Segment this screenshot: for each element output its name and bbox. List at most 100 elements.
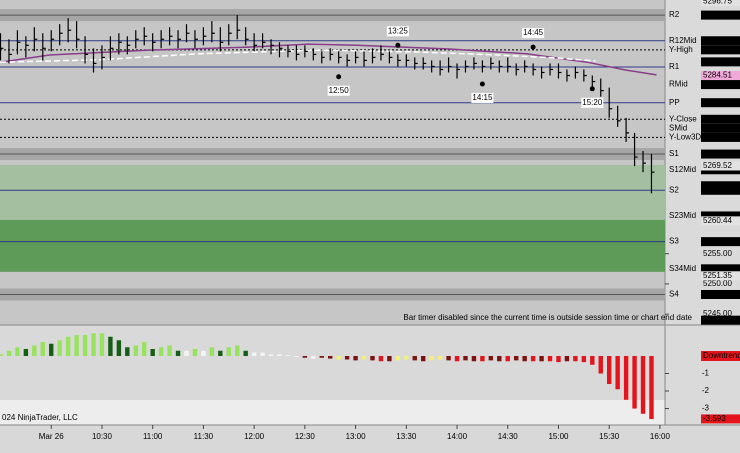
indicator-bar bbox=[243, 350, 248, 356]
x-tick-label: Mar 26 bbox=[39, 432, 64, 441]
indicator-bar bbox=[446, 355, 451, 361]
last-value-box bbox=[701, 414, 740, 424]
status-box bbox=[701, 351, 740, 361]
indicator-bar bbox=[353, 355, 358, 361]
indicator-bar bbox=[581, 355, 587, 363]
x-tick-label: 14:30 bbox=[498, 432, 519, 441]
indicator-bar bbox=[623, 355, 629, 400]
y-tick-label: -1 bbox=[702, 369, 710, 378]
price-tag: 5286.76 bbox=[703, 57, 732, 66]
indicator-bar bbox=[65, 336, 71, 356]
level-name: Y-High bbox=[669, 45, 693, 54]
indicator-bar bbox=[429, 355, 434, 361]
price-tag-box bbox=[701, 10, 740, 20]
price-tag-box bbox=[701, 185, 740, 195]
price-tag: 5251.35 bbox=[703, 271, 732, 280]
price-tag: 5244.00 bbox=[703, 315, 732, 324]
price-tag: 5260.44 bbox=[703, 216, 732, 225]
swing-dot bbox=[336, 74, 342, 80]
indicator-bar bbox=[142, 341, 147, 356]
indicator-bar bbox=[395, 355, 401, 361]
indicator-bar bbox=[268, 354, 274, 356]
x-tick-label: 11:30 bbox=[194, 432, 214, 441]
indicator-bar bbox=[547, 355, 553, 362]
x-tick-label: 15:00 bbox=[548, 432, 569, 441]
indicator-bar bbox=[294, 355, 299, 357]
x-tick-label: 14:00 bbox=[447, 432, 468, 441]
price-tag: 5283.00 bbox=[703, 80, 732, 89]
indicator-bar bbox=[530, 355, 536, 362]
swing-dot bbox=[479, 81, 485, 87]
indicator-bar bbox=[226, 347, 231, 356]
zone bbox=[0, 219, 665, 272]
indicator-bar bbox=[564, 355, 570, 362]
price-tag: 5296.75 bbox=[703, 0, 732, 6]
indicator-bar bbox=[40, 341, 45, 356]
indicator-bar bbox=[32, 345, 37, 356]
level-name: S2 bbox=[669, 185, 679, 194]
indicator-bar bbox=[319, 355, 324, 358]
x-tick-label: 13:00 bbox=[346, 432, 367, 441]
indicator-bar bbox=[505, 355, 510, 362]
indicator-bar bbox=[125, 347, 130, 356]
price-tag-box bbox=[701, 237, 740, 247]
zone bbox=[0, 164, 665, 220]
indicator-bar bbox=[488, 355, 494, 361]
indicator-bar bbox=[15, 347, 20, 356]
indicator-bar bbox=[74, 334, 79, 356]
moving-average bbox=[0, 43, 657, 76]
indicator-bar bbox=[598, 355, 603, 374]
swing-label: 14:45 bbox=[523, 28, 544, 37]
level-name: R2 bbox=[669, 10, 680, 19]
indicator-bar bbox=[404, 355, 409, 360]
copyright: 024 NinjaTrader, LLC bbox=[2, 413, 78, 422]
price-tag-box bbox=[701, 57, 740, 67]
price-tag: 5280.00 bbox=[703, 98, 732, 107]
indicator-bar bbox=[522, 355, 527, 362]
indicator-bar bbox=[82, 334, 88, 356]
indicator-bar bbox=[437, 355, 443, 360]
x-tick-label: 12:00 bbox=[244, 432, 265, 441]
price-tag-box bbox=[701, 123, 740, 133]
swing-label: 13:25 bbox=[388, 26, 409, 35]
price-tag: 5257.00 bbox=[703, 237, 732, 246]
indicator-bar bbox=[91, 333, 96, 356]
x-tick-label: 16:00 bbox=[650, 432, 671, 441]
indicator-bar bbox=[251, 352, 257, 356]
indicator-lower-panel bbox=[0, 400, 665, 425]
level-name: S1 bbox=[669, 149, 679, 158]
indicator-bar bbox=[344, 355, 350, 360]
indicator-bar bbox=[6, 350, 12, 356]
indicator-panel bbox=[0, 325, 665, 400]
swing-label-box bbox=[327, 85, 350, 96]
moving-average bbox=[0, 49, 596, 63]
indicator-bar bbox=[378, 355, 384, 362]
indicator-bar bbox=[150, 348, 155, 356]
price-tag-box bbox=[701, 98, 740, 108]
indicator-bar bbox=[209, 347, 215, 356]
last-value-label: -3.593 bbox=[703, 414, 726, 423]
indicator-bar bbox=[218, 350, 223, 356]
price-tag-box bbox=[701, 80, 740, 90]
indicator-bar bbox=[201, 350, 206, 356]
price-tag: 5252.50 bbox=[703, 264, 732, 273]
level-name: R1 bbox=[669, 62, 680, 71]
indicator-bar bbox=[184, 350, 189, 356]
level-name: R12Mid bbox=[669, 36, 697, 45]
indicator-bar bbox=[167, 345, 172, 356]
y-tick-label: -3 bbox=[702, 404, 710, 413]
indicator-bar bbox=[99, 333, 105, 356]
price-tag: 5288.75 bbox=[703, 45, 732, 54]
price-tag-box bbox=[701, 45, 740, 55]
x-tick-label: 12:30 bbox=[295, 432, 316, 441]
indicator-bar bbox=[539, 355, 544, 362]
price-tag-box bbox=[701, 264, 740, 274]
x-tick-label: 10:30 bbox=[92, 432, 113, 441]
time-axis-panel bbox=[0, 425, 740, 453]
price-tag-box bbox=[701, 149, 740, 159]
swing-label-box bbox=[522, 28, 545, 39]
y-tick-label: 5245.00 bbox=[703, 309, 732, 318]
price-tag: 5277.25 bbox=[703, 114, 732, 123]
indicator-bar bbox=[158, 347, 164, 356]
